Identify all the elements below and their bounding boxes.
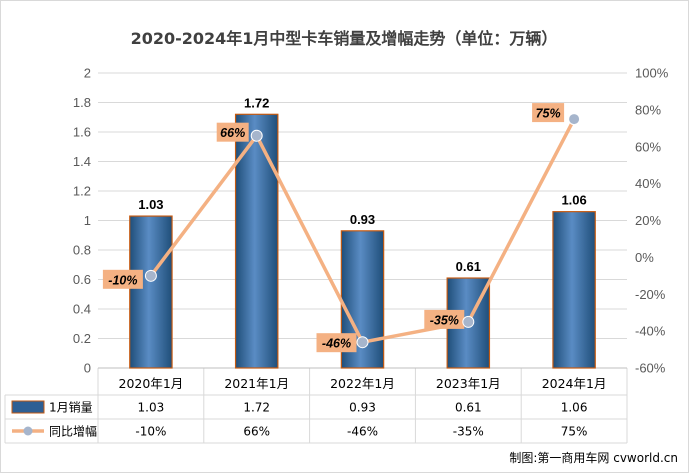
- y-right-tick-label: 60%: [635, 139, 661, 154]
- table-cell: 0.93: [349, 401, 376, 415]
- table-cell: -10%: [135, 425, 166, 439]
- y-right-tick-label: 100%: [635, 66, 669, 81]
- line-data-label: -10%: [108, 273, 137, 287]
- line-data-label: -46%: [322, 337, 351, 351]
- y-right-tick-label: 20%: [635, 213, 661, 228]
- bar: [234, 113, 279, 369]
- line-label-box: [532, 103, 565, 123]
- chart-title: 2020-2024年1月中型卡车销量及增幅走势（单位：万辆）: [131, 29, 558, 48]
- bar-data-label: 0.93: [350, 212, 375, 227]
- table-cell: -35%: [453, 425, 484, 439]
- legend-swatch-marker: [23, 426, 33, 436]
- source-credit: 制图:第一商用车网 cvworld.cn: [509, 450, 678, 465]
- y-right-tick-label: -60%: [635, 361, 666, 376]
- line-point: [250, 129, 263, 142]
- y-left-tick-label: 0: [84, 361, 91, 376]
- y-left-tick-label: 0.2: [73, 331, 91, 346]
- legend-label: 1月销量: [49, 401, 93, 415]
- plot-area: 0 0.2 0.4 0.6 0.8 1 1.2 1.4 1.6 1.8 2 -60% -40% -20% 0…: [4, 66, 669, 444]
- bar: [552, 211, 596, 369]
- line-label-box: [102, 269, 143, 289]
- table-cell: 75%: [561, 425, 588, 439]
- line-point: [356, 336, 369, 349]
- line-label-box: [316, 333, 357, 353]
- line-label-box: [216, 122, 249, 142]
- line-data-label: -35%: [430, 313, 459, 327]
- table-cell: 1.72: [243, 401, 270, 415]
- bar: [129, 215, 173, 369]
- table-cell: 0.61: [455, 401, 482, 415]
- y-right-tick-label: 0%: [635, 250, 654, 265]
- table-cell: -46%: [347, 425, 378, 439]
- line-point: [144, 269, 157, 282]
- y-right-tick-label: -40%: [635, 324, 666, 339]
- y-left-tick-label: 1.2: [73, 184, 91, 199]
- x-tick-label: 2023年1月: [436, 376, 501, 391]
- y-right-tick-label: -20%: [635, 287, 666, 302]
- y-left-tick-label: 1.6: [73, 125, 91, 140]
- y-right-tick-label: 80%: [635, 102, 661, 117]
- x-tick-label: 2020年1月: [119, 376, 184, 391]
- y-left-tick-label: 2: [84, 66, 91, 81]
- line-data-label: 75%: [536, 107, 561, 121]
- x-tick-label: 2021年1月: [224, 376, 289, 391]
- table-cell: 1.06: [561, 401, 588, 415]
- table-cell: 1.03: [138, 401, 165, 415]
- y-left-tick-label: 1.8: [73, 95, 91, 110]
- line-label-box: [424, 309, 465, 329]
- y-left-tick-label: 0.8: [73, 243, 91, 258]
- bar-data-label: 1.72: [244, 95, 269, 110]
- legend-swatch-bar: [11, 400, 45, 414]
- line-point: [568, 113, 581, 126]
- line-point: [462, 315, 475, 328]
- legend-label: 同比增幅: [49, 424, 97, 439]
- bar-data-label: 1.03: [138, 197, 163, 212]
- x-tick-label: 2024年1月: [542, 376, 607, 391]
- y-left-tick-label: 0.4: [73, 302, 91, 317]
- bar-data-label: 0.61: [456, 259, 481, 274]
- y-right-tick-label: 40%: [635, 176, 661, 191]
- line-data-label: 66%: [220, 126, 245, 140]
- y-left-tick-label: 0.6: [73, 272, 91, 287]
- x-tick-label: 2022年1月: [330, 376, 395, 391]
- table-cell: 66%: [243, 425, 270, 439]
- bar-data-label: 1.06: [561, 193, 586, 208]
- y-left-tick-label: 1: [84, 213, 91, 228]
- y-left-tick-label: 1.4: [73, 154, 91, 169]
